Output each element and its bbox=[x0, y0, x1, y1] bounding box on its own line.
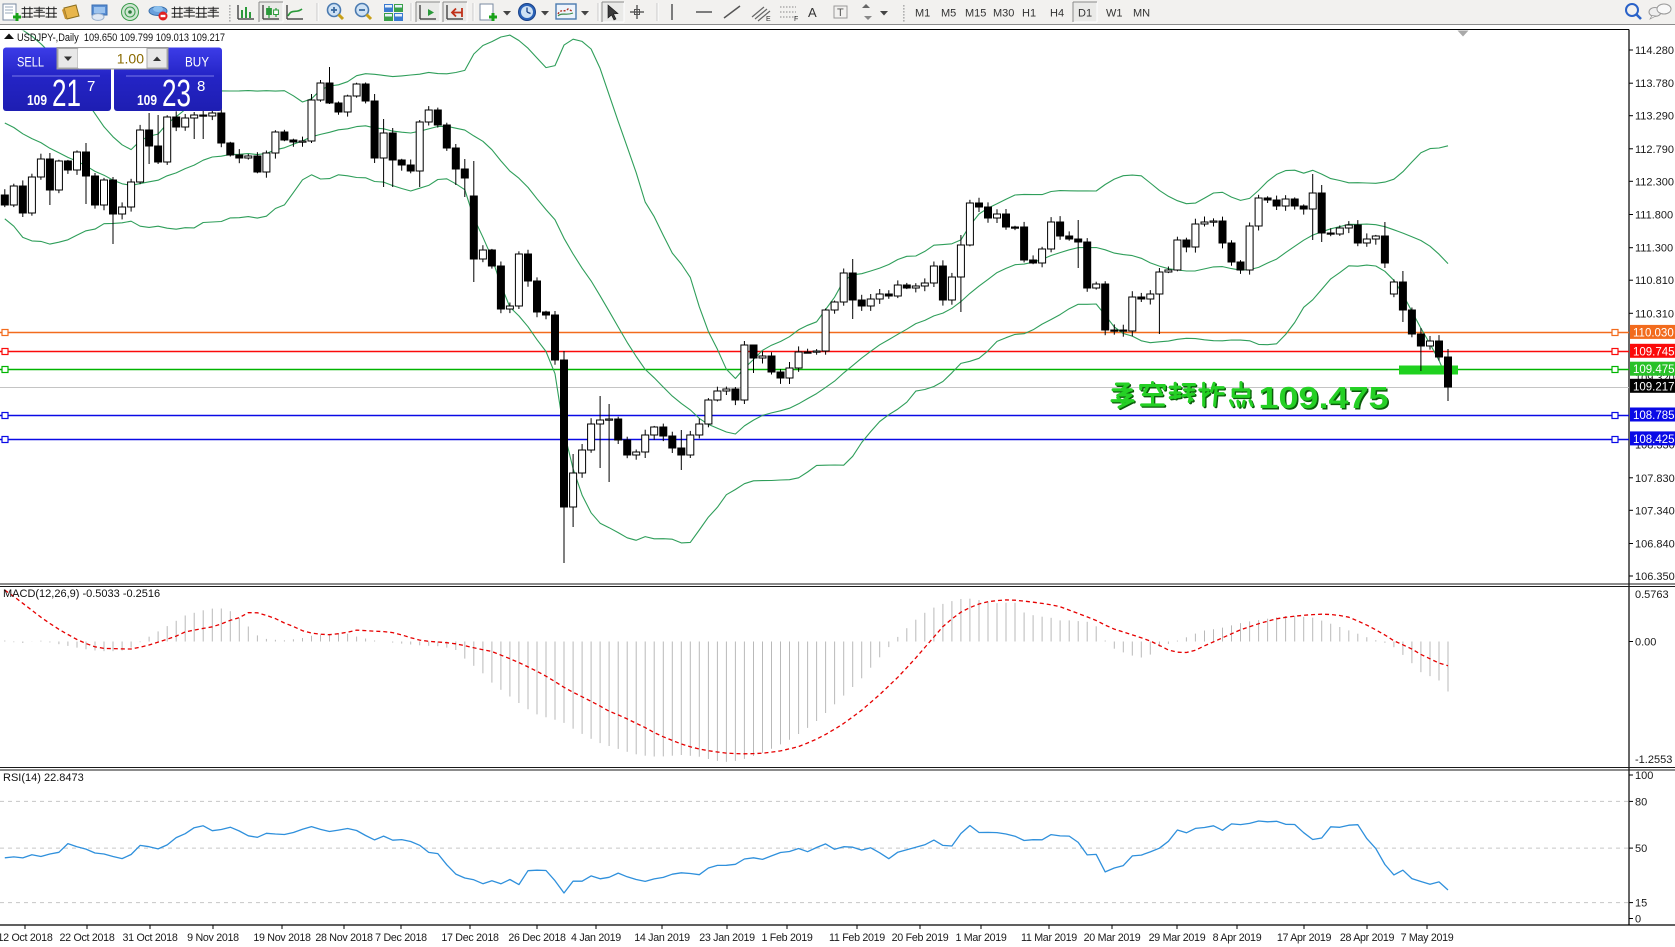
svg-text:7 Dec 2018: 7 Dec 2018 bbox=[375, 932, 427, 944]
svg-text:F: F bbox=[794, 16, 798, 23]
svg-text:W1: W1 bbox=[1106, 8, 1123, 20]
svg-text:BUY: BUY bbox=[185, 55, 209, 70]
svg-text:A: A bbox=[808, 5, 817, 20]
svg-text:1 Mar 2019: 1 Mar 2019 bbox=[955, 932, 1006, 944]
svg-text:107.340: 107.340 bbox=[1635, 505, 1675, 517]
svg-text:110.310: 110.310 bbox=[1635, 308, 1674, 320]
svg-text:20 Feb 2019: 20 Feb 2019 bbox=[892, 932, 949, 944]
svg-text:112.790: 112.790 bbox=[1635, 144, 1674, 156]
svg-text:20 Mar 2019: 20 Mar 2019 bbox=[1084, 932, 1141, 944]
svg-text:14 Jan 2019: 14 Jan 2019 bbox=[634, 932, 690, 944]
svg-text:8: 8 bbox=[197, 78, 205, 95]
svg-text:9 Nov 2018: 9 Nov 2018 bbox=[187, 932, 239, 944]
svg-text:E: E bbox=[766, 16, 771, 23]
svg-text:D1: D1 bbox=[1078, 8, 1092, 20]
svg-text:28 Apr 2019: 28 Apr 2019 bbox=[1340, 932, 1395, 944]
svg-text:17 Apr 2019: 17 Apr 2019 bbox=[1277, 932, 1332, 944]
svg-text:M30: M30 bbox=[993, 8, 1014, 20]
svg-text:0: 0 bbox=[1635, 914, 1641, 926]
svg-text:0.5763: 0.5763 bbox=[1635, 589, 1669, 601]
svg-text:109.475: 109.475 bbox=[1260, 382, 1390, 417]
svg-text:111.800: 111.800 bbox=[1635, 210, 1673, 222]
svg-text:M15: M15 bbox=[965, 8, 986, 20]
svg-text:26 Dec 2018: 26 Dec 2018 bbox=[508, 932, 566, 944]
svg-text:28 Nov 2018: 28 Nov 2018 bbox=[315, 932, 373, 944]
svg-text:106.350: 106.350 bbox=[1635, 571, 1675, 583]
svg-text:1 Feb 2019: 1 Feb 2019 bbox=[761, 932, 812, 944]
svg-text:H1: H1 bbox=[1022, 8, 1036, 20]
svg-text:109: 109 bbox=[137, 92, 157, 109]
svg-text:21: 21 bbox=[52, 73, 81, 115]
svg-text:4 Jan 2019: 4 Jan 2019 bbox=[571, 932, 621, 944]
svg-text:RSI(14) 22.8473: RSI(14) 22.8473 bbox=[3, 772, 84, 784]
svg-text:100: 100 bbox=[1635, 770, 1653, 782]
svg-text:15: 15 bbox=[1635, 898, 1647, 910]
svg-text:29 Mar 2019: 29 Mar 2019 bbox=[1149, 932, 1206, 944]
svg-text:110.030: 110.030 bbox=[1633, 327, 1674, 339]
svg-text:50: 50 bbox=[1635, 843, 1647, 855]
svg-text:22 Oct 2018: 22 Oct 2018 bbox=[60, 932, 115, 944]
svg-text:7 May 2019: 7 May 2019 bbox=[1401, 932, 1454, 944]
svg-text:107.830: 107.830 bbox=[1635, 473, 1675, 485]
svg-text:11 Feb 2019: 11 Feb 2019 bbox=[829, 932, 885, 944]
svg-text:11 Mar 2019: 11 Mar 2019 bbox=[1021, 932, 1077, 944]
svg-text:108.425: 108.425 bbox=[1633, 434, 1675, 446]
svg-text:M5: M5 bbox=[941, 8, 956, 20]
svg-text:108.785: 108.785 bbox=[1633, 410, 1675, 422]
svg-text:19 Nov 2018: 19 Nov 2018 bbox=[253, 932, 311, 944]
svg-text:110.810: 110.810 bbox=[1635, 275, 1674, 287]
svg-text:1.00: 1.00 bbox=[117, 51, 144, 67]
svg-text:113.780: 113.780 bbox=[1635, 78, 1674, 90]
svg-text:109.475: 109.475 bbox=[1633, 364, 1675, 376]
svg-text:7: 7 bbox=[87, 78, 95, 95]
svg-text:113.290: 113.290 bbox=[1635, 111, 1674, 123]
svg-text:31 Oct 2018: 31 Oct 2018 bbox=[123, 932, 178, 944]
svg-text:17 Dec 2018: 17 Dec 2018 bbox=[441, 932, 499, 944]
svg-text:12 Oct 2018: 12 Oct 2018 bbox=[0, 932, 53, 944]
svg-text:23 Jan 2019: 23 Jan 2019 bbox=[699, 932, 755, 944]
svg-text:109.745: 109.745 bbox=[1633, 346, 1675, 358]
svg-text:80: 80 bbox=[1635, 796, 1647, 808]
svg-text:8 Apr 2019: 8 Apr 2019 bbox=[1213, 932, 1262, 944]
svg-text:106.840: 106.840 bbox=[1635, 539, 1675, 551]
svg-text:T: T bbox=[837, 7, 844, 19]
svg-text:109: 109 bbox=[27, 92, 47, 109]
svg-text:MN: MN bbox=[1133, 8, 1150, 20]
svg-text:USDJPY-,Daily 109.650 109.799: USDJPY-,Daily 109.650 109.799 109.013 10… bbox=[17, 32, 225, 44]
svg-text:0.00: 0.00 bbox=[1635, 637, 1656, 649]
svg-text:SELL: SELL bbox=[17, 55, 44, 70]
svg-text:109.475: 109.475 bbox=[1259, 380, 1389, 415]
svg-text:114.280: 114.280 bbox=[1635, 45, 1674, 57]
svg-text:112.300: 112.300 bbox=[1635, 176, 1674, 188]
svg-text:111.300: 111.300 bbox=[1635, 243, 1673, 255]
svg-text:-1.2553: -1.2553 bbox=[1635, 754, 1672, 766]
svg-text:MACD(12,26,9) -0.5033 -0.2516: MACD(12,26,9) -0.5033 -0.2516 bbox=[3, 588, 160, 600]
svg-text:H4: H4 bbox=[1050, 8, 1064, 20]
svg-text:M1: M1 bbox=[915, 8, 930, 20]
svg-text:109.217: 109.217 bbox=[1633, 381, 1675, 393]
svg-text:23: 23 bbox=[162, 73, 191, 115]
